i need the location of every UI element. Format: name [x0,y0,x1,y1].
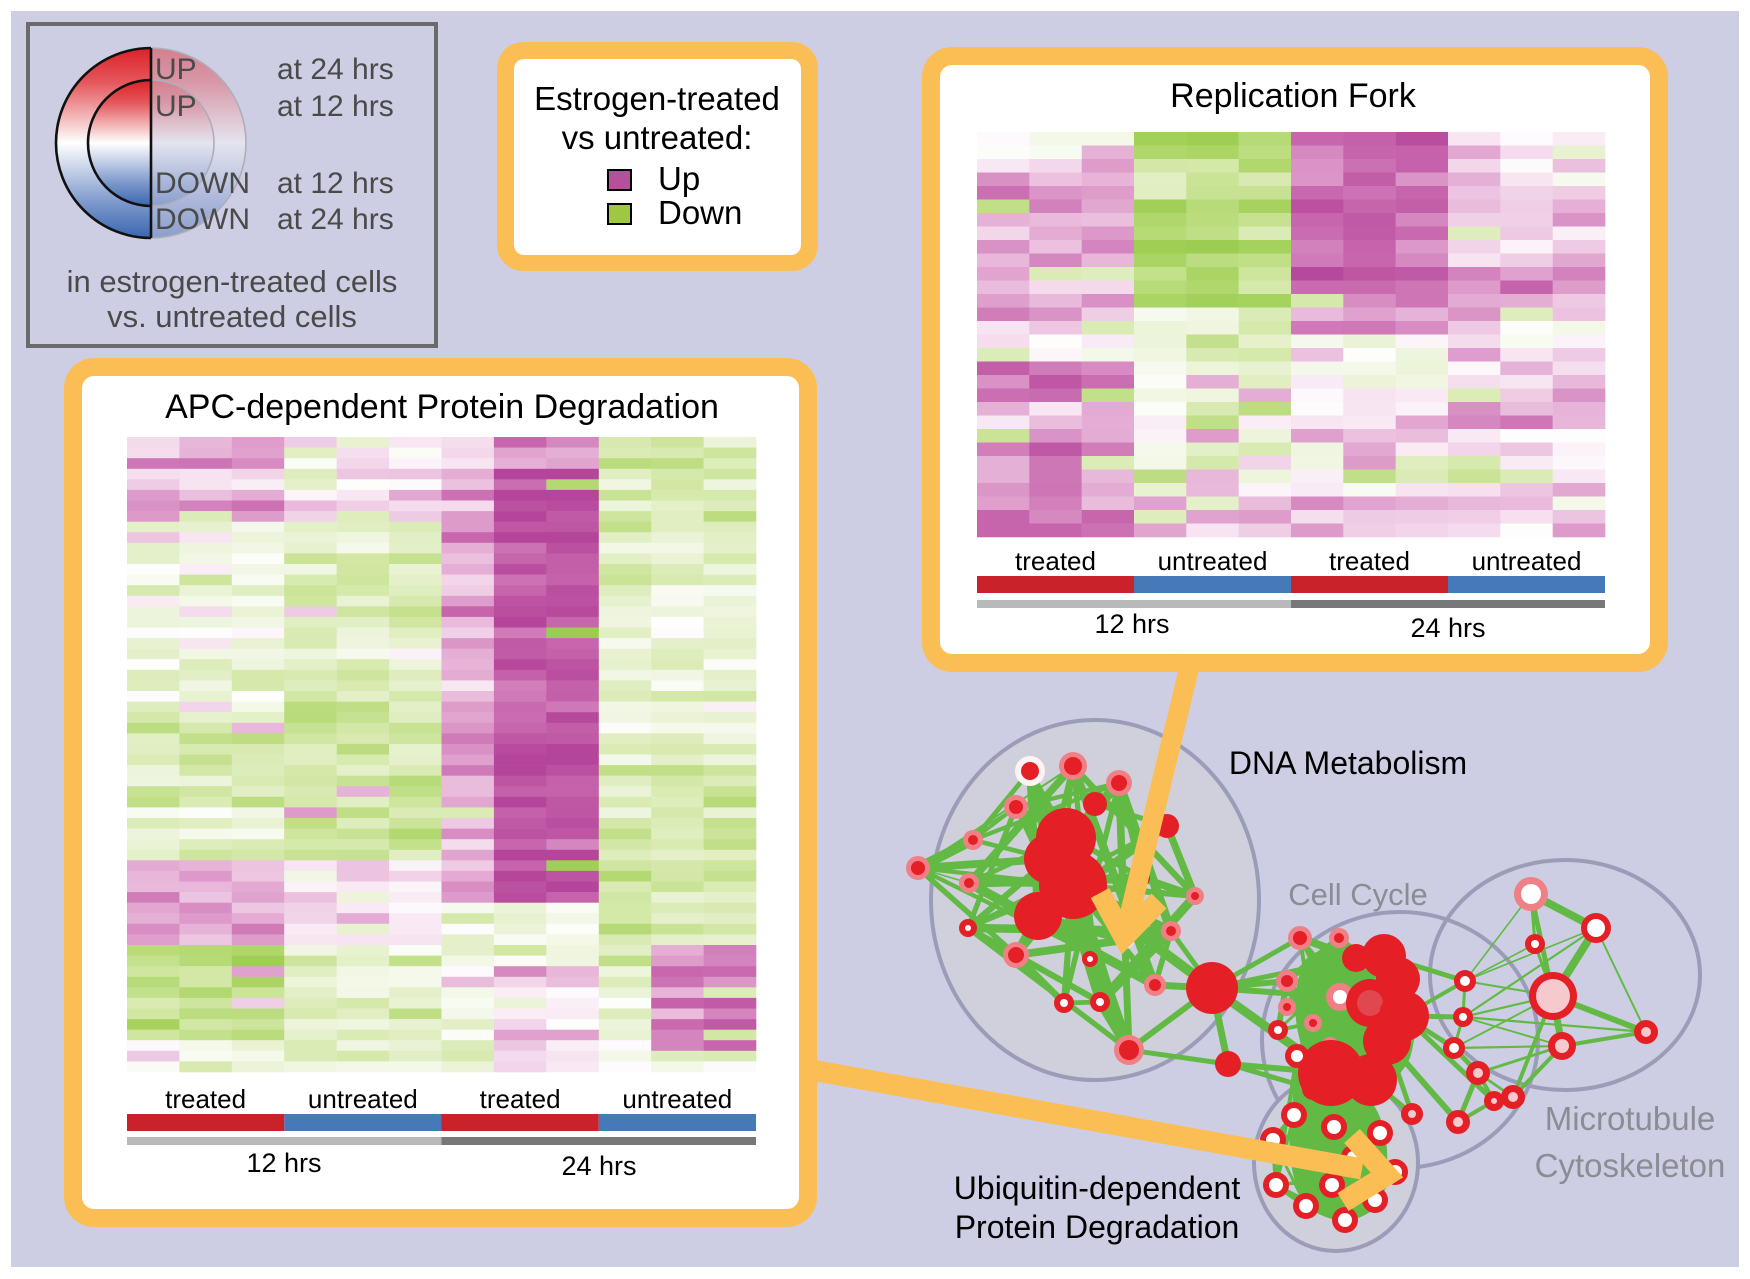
svg-text:APC-dependent Protein Degradat: APC-dependent Protein Degradation [165,388,719,426]
svg-text:treated: treated [165,1084,246,1114]
svg-text:at 12 hrs: at 12 hrs [277,90,394,123]
svg-text:treated: treated [1015,546,1096,576]
svg-text:Cytoskeleton: Cytoskeleton [1535,1147,1726,1184]
svg-text:24 hrs: 24 hrs [561,1151,636,1181]
svg-text:treated: treated [1329,546,1410,576]
svg-text:UP: UP [155,90,197,123]
svg-text:untreated: untreated [308,1084,418,1114]
svg-text:Down: Down [658,194,742,231]
svg-text:untreated: untreated [1472,546,1582,576]
svg-text:12 hrs: 12 hrs [1094,609,1169,639]
svg-text:UP: UP [155,53,197,86]
svg-text:Cell Cycle: Cell Cycle [1288,877,1428,912]
svg-text:Ubiquitin-dependent: Ubiquitin-dependent [954,1170,1241,1206]
svg-text:at 24 hrs: at 24 hrs [277,53,394,86]
svg-text:Up: Up [658,160,700,197]
svg-text:untreated: untreated [1158,546,1268,576]
svg-text:treated: treated [480,1084,561,1114]
svg-text:in estrogen-treated cells: in estrogen-treated cells [67,264,398,299]
svg-text:at 12 hrs: at 12 hrs [277,167,394,200]
svg-text:untreated: untreated [622,1084,732,1114]
svg-text:DOWN: DOWN [155,203,250,236]
svg-text:Estrogen-treated: Estrogen-treated [534,80,780,117]
svg-text:at 24 hrs: at 24 hrs [277,203,394,236]
svg-text:12 hrs: 12 hrs [246,1148,321,1178]
svg-text:vs. untreated cells: vs. untreated cells [107,299,357,334]
svg-text:Replication Fork: Replication Fork [1170,77,1417,115]
svg-text:Microtubule: Microtubule [1545,1100,1716,1137]
svg-text:vs untreated:: vs untreated: [562,119,753,156]
svg-text:DOWN: DOWN [155,167,250,200]
svg-text:DNA Metabolism: DNA Metabolism [1229,745,1467,781]
svg-text:Protein Degradation: Protein Degradation [955,1209,1240,1245]
svg-text:24 hrs: 24 hrs [1410,613,1485,643]
